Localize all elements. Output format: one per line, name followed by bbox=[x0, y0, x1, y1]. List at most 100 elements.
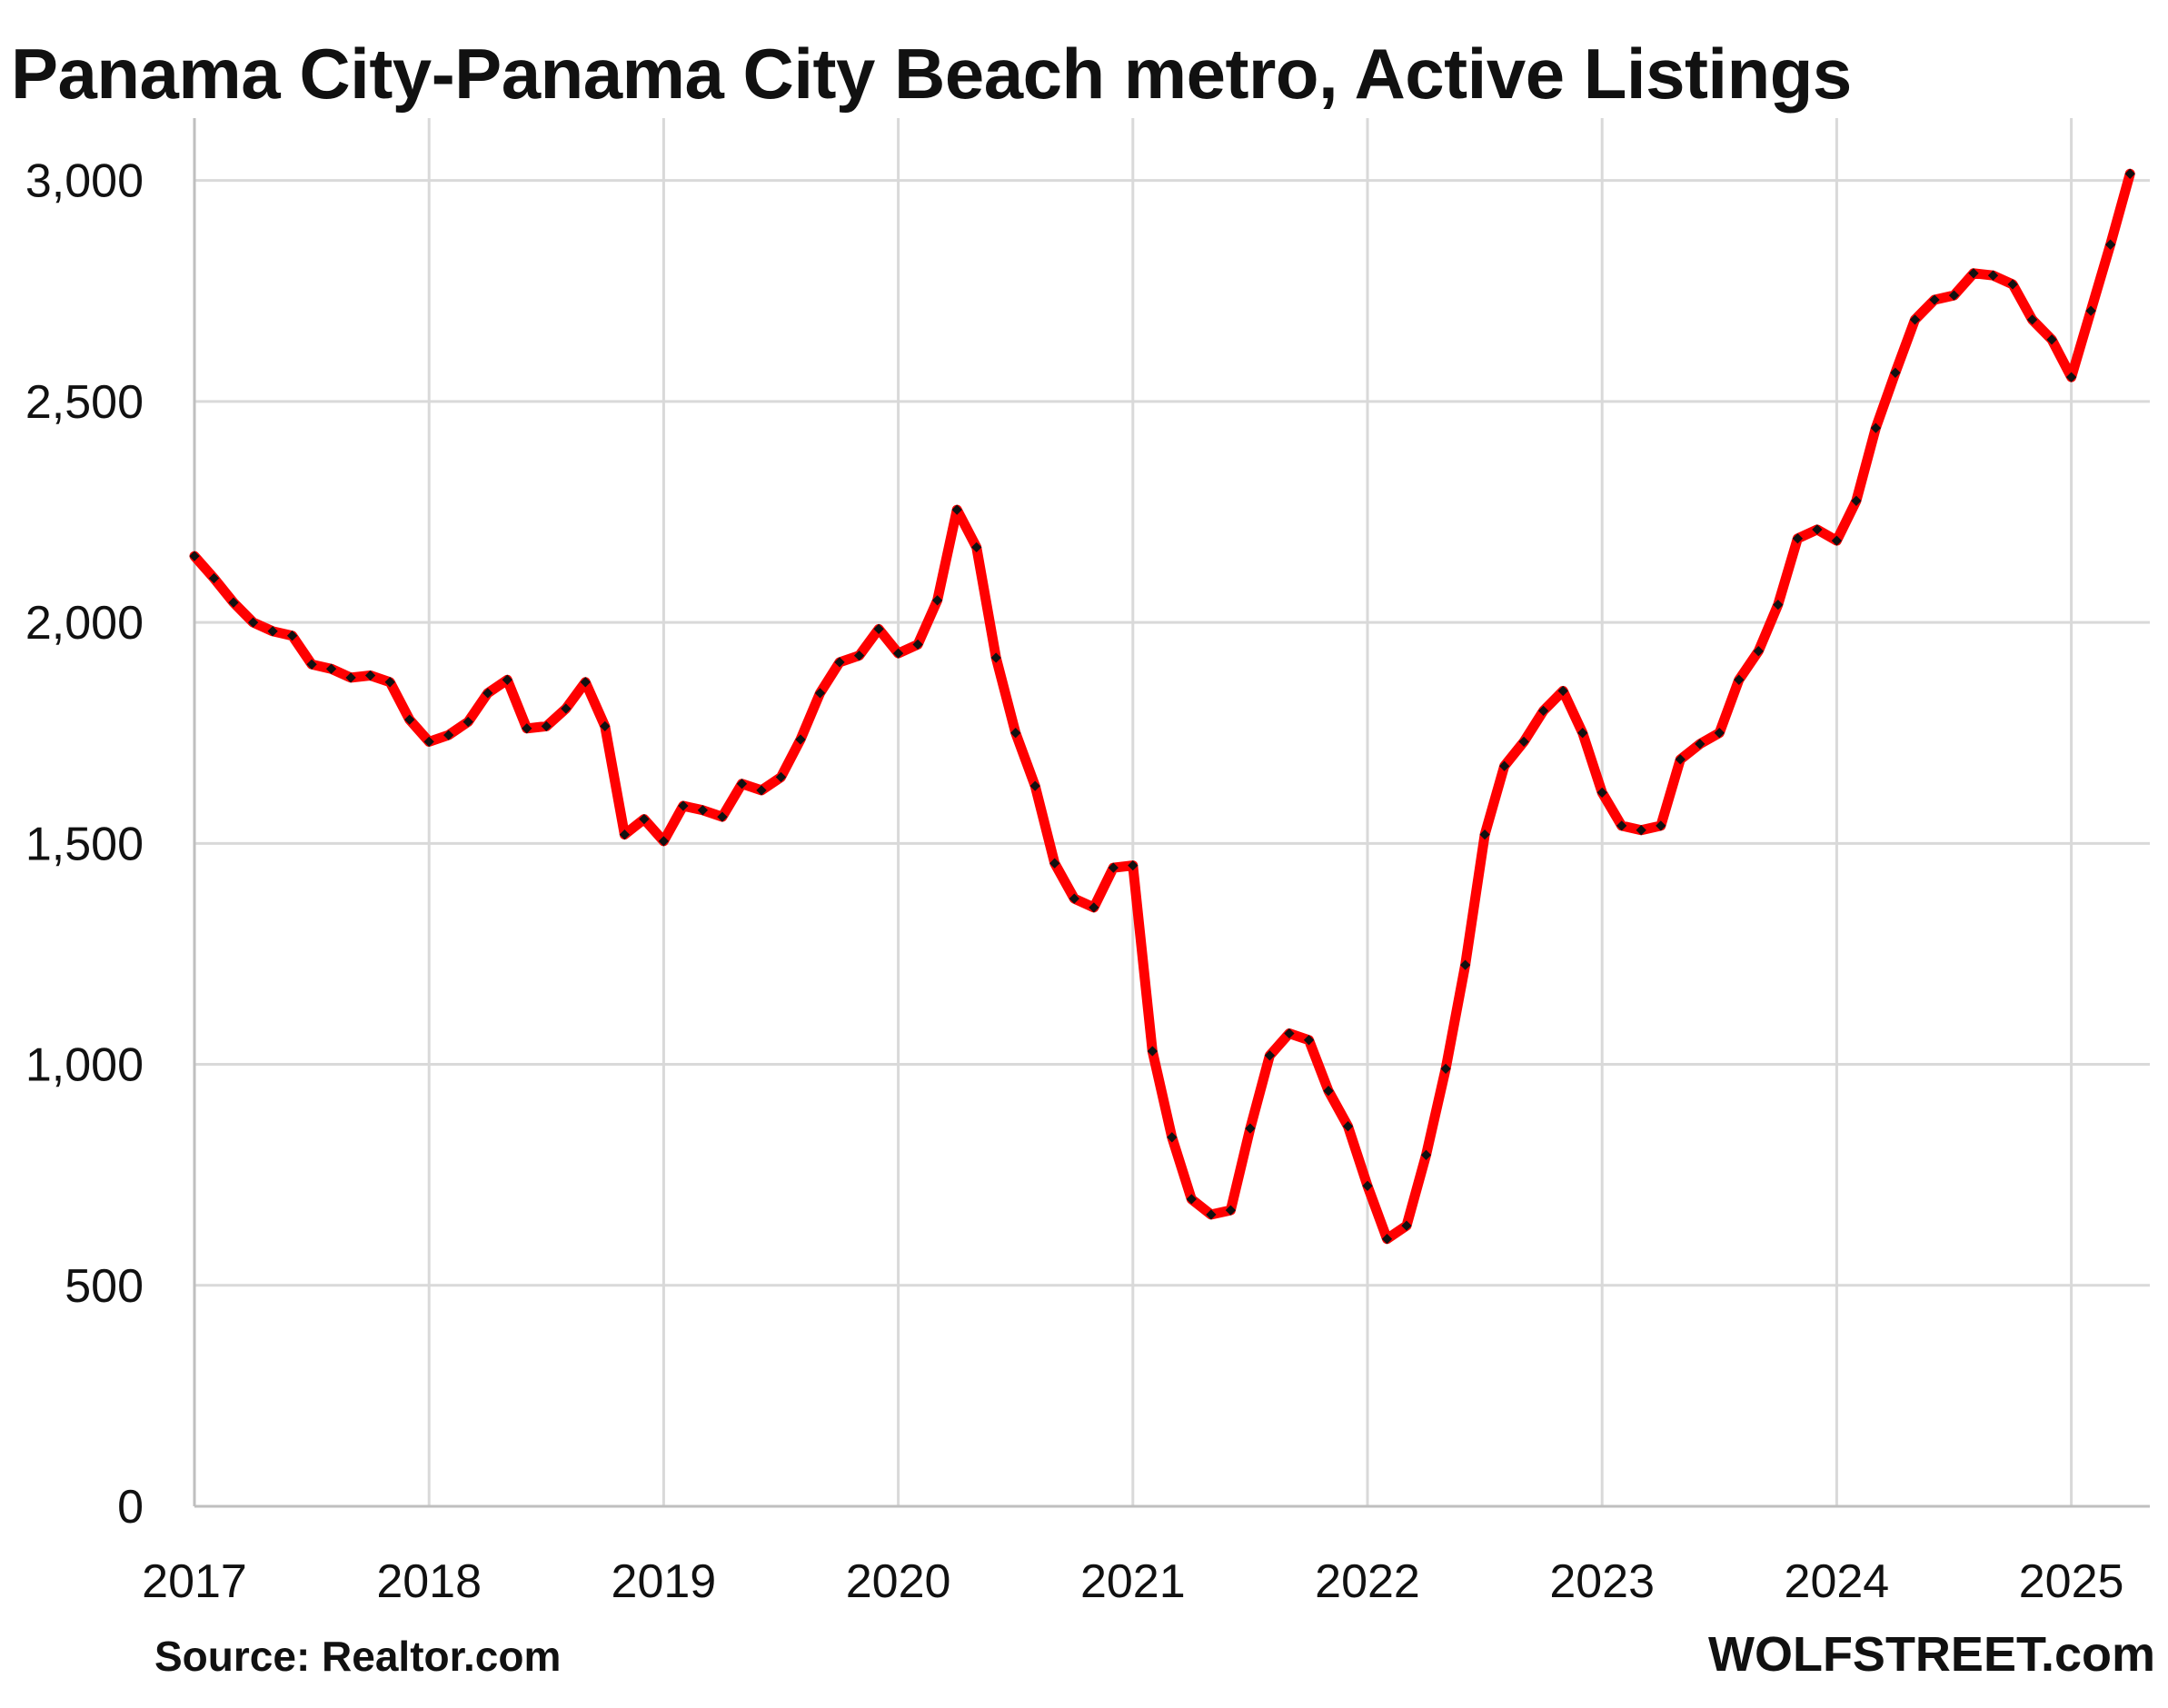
data-point bbox=[717, 811, 728, 822]
data-point bbox=[1479, 829, 1490, 840]
data-point bbox=[639, 813, 650, 825]
data-point bbox=[1029, 780, 1040, 791]
gridlines bbox=[194, 118, 2150, 1506]
data-point bbox=[1734, 674, 1745, 685]
data-point bbox=[1225, 1205, 1237, 1216]
data-point bbox=[1812, 524, 1823, 535]
series-layer bbox=[189, 168, 2135, 1245]
data-point bbox=[1440, 1063, 1451, 1075]
data-point bbox=[1714, 728, 1725, 739]
data-point bbox=[1362, 1180, 1373, 1191]
y-tick-label: 3,000 bbox=[25, 155, 144, 208]
x-tick-label: 2023 bbox=[1549, 1555, 1655, 1608]
data-point bbox=[1284, 1028, 1295, 1039]
data-point bbox=[1870, 422, 1882, 433]
brand-watermark: WOLFSTREET.com bbox=[1707, 1627, 2155, 1682]
data-point bbox=[853, 650, 865, 661]
data-point bbox=[541, 720, 552, 732]
axes bbox=[193, 118, 2150, 1508]
data-point bbox=[2046, 334, 2057, 345]
data-point bbox=[912, 639, 923, 650]
data-point bbox=[1948, 290, 1960, 301]
data-point bbox=[678, 800, 689, 811]
data-point bbox=[2104, 239, 2116, 250]
data-point bbox=[404, 714, 415, 725]
data-point bbox=[1167, 1132, 1178, 1143]
data-point bbox=[1851, 495, 1862, 506]
x-tick-label: 2020 bbox=[846, 1555, 951, 1608]
data-point bbox=[1773, 599, 1784, 611]
y-tick-label: 1,500 bbox=[25, 818, 144, 870]
x-tick-label: 2021 bbox=[1080, 1555, 1186, 1608]
x-tick-label: 2017 bbox=[142, 1555, 247, 1608]
data-point bbox=[2124, 168, 2135, 179]
data-point bbox=[1831, 535, 1843, 546]
data-point bbox=[1108, 862, 1119, 873]
data-point bbox=[1987, 270, 1999, 281]
data-point bbox=[2026, 314, 2038, 325]
data-point bbox=[990, 652, 1001, 663]
data-point bbox=[1323, 1086, 1334, 1097]
data-point bbox=[1245, 1123, 1256, 1134]
data-point bbox=[1459, 959, 1471, 970]
data-point bbox=[1909, 314, 1921, 325]
x-tick-label: 2024 bbox=[1785, 1555, 1890, 1608]
y-tick-label: 500 bbox=[65, 1260, 144, 1313]
data-point bbox=[756, 785, 767, 796]
data-point bbox=[600, 720, 611, 732]
data-point bbox=[1128, 859, 1139, 871]
data-point bbox=[951, 504, 962, 515]
data-point bbox=[286, 631, 298, 641]
data-point bbox=[892, 648, 904, 659]
data-point bbox=[522, 723, 532, 734]
data-point bbox=[619, 829, 631, 840]
x-tick-label: 2025 bbox=[2019, 1555, 2124, 1608]
data-point bbox=[1890, 367, 1901, 378]
data-point bbox=[814, 688, 826, 699]
tick-labels: 0 500 1,000 1,500 2,000 2,500 3,000 2017 2018 201… bbox=[25, 155, 2124, 1608]
data-point bbox=[1049, 858, 1060, 869]
data-point bbox=[1577, 728, 1588, 739]
data-point bbox=[345, 672, 356, 683]
series-line bbox=[189, 168, 2135, 1245]
data-point bbox=[931, 595, 943, 606]
data-point bbox=[1792, 533, 1804, 544]
data-point bbox=[873, 623, 884, 635]
data-point bbox=[2085, 305, 2096, 316]
data-point bbox=[1303, 1035, 1315, 1046]
data-point bbox=[1420, 1149, 1432, 1160]
data-point bbox=[697, 805, 709, 816]
data-point bbox=[834, 657, 845, 668]
data-point bbox=[1518, 736, 1529, 748]
data-point bbox=[1186, 1194, 1197, 1205]
data-point bbox=[1069, 893, 1079, 904]
data-point bbox=[364, 670, 376, 681]
data-point bbox=[325, 663, 337, 674]
data-point bbox=[1636, 825, 1646, 836]
y-tick-label: 2,500 bbox=[25, 376, 144, 429]
data-point bbox=[306, 659, 317, 670]
data-point bbox=[795, 734, 806, 745]
data-point bbox=[1753, 646, 1764, 657]
x-tick-label: 2018 bbox=[376, 1555, 482, 1608]
data-point bbox=[775, 771, 787, 783]
data-point bbox=[1557, 685, 1568, 697]
data-point bbox=[1147, 1046, 1158, 1057]
data-point bbox=[1537, 705, 1549, 717]
data-point bbox=[208, 572, 220, 584]
data-point bbox=[502, 674, 512, 685]
data-point bbox=[2065, 372, 2077, 382]
data-point bbox=[189, 551, 200, 561]
y-tick-label: 0 bbox=[117, 1481, 144, 1534]
data-point bbox=[1342, 1121, 1354, 1132]
data-point bbox=[1264, 1050, 1276, 1061]
data-point bbox=[2007, 279, 2018, 290]
data-point bbox=[1968, 268, 1979, 279]
data-point bbox=[443, 730, 454, 740]
data-point bbox=[482, 688, 493, 699]
data-point bbox=[267, 626, 278, 637]
y-tick-label: 1,000 bbox=[25, 1039, 144, 1092]
data-point bbox=[1381, 1234, 1393, 1245]
data-point bbox=[228, 597, 239, 608]
